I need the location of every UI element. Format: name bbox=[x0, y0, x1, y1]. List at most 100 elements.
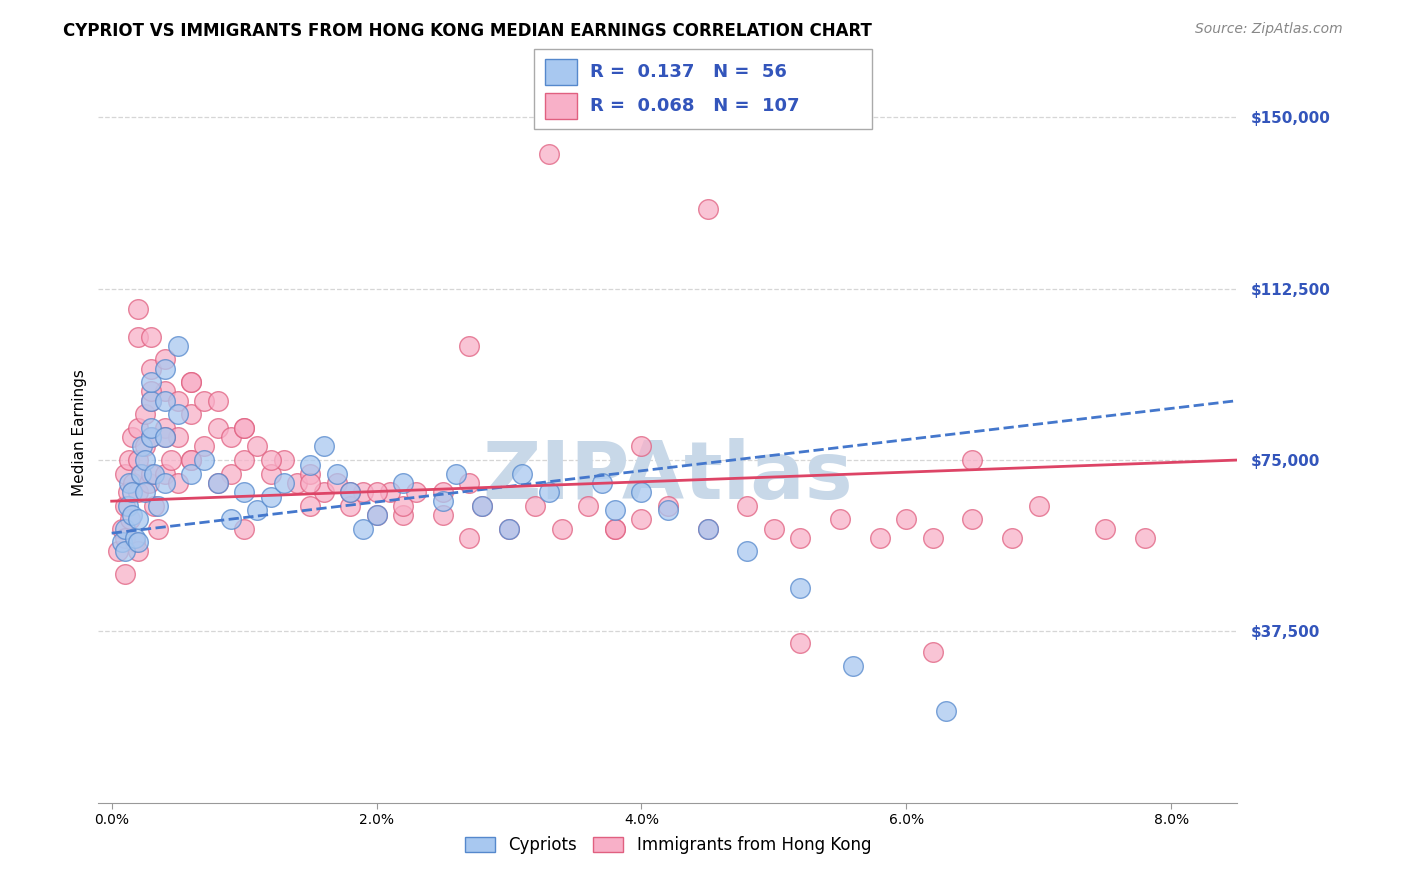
Point bbox=[141, 430, 163, 444]
Point bbox=[657, 503, 679, 517]
Point bbox=[127, 485, 149, 500]
Legend: Cypriots, Immigrants from Hong Kong: Cypriots, Immigrants from Hong Kong bbox=[458, 830, 877, 861]
Point bbox=[392, 499, 415, 513]
Point bbox=[498, 522, 520, 536]
Point bbox=[498, 522, 520, 536]
Point bbox=[828, 512, 851, 526]
Point bbox=[146, 499, 169, 513]
Point bbox=[869, 531, 891, 545]
Point bbox=[921, 531, 943, 545]
Point bbox=[153, 361, 176, 376]
Point bbox=[127, 512, 149, 526]
Point bbox=[153, 393, 176, 408]
Point bbox=[339, 485, 361, 500]
Point bbox=[591, 475, 613, 490]
Point bbox=[153, 475, 176, 490]
Point bbox=[603, 522, 626, 536]
Point bbox=[233, 485, 256, 500]
Point bbox=[921, 645, 943, 659]
Point bbox=[630, 439, 652, 453]
Point bbox=[129, 467, 152, 481]
Point bbox=[141, 393, 163, 408]
Point bbox=[114, 499, 136, 513]
Point bbox=[299, 458, 322, 472]
Point bbox=[167, 393, 190, 408]
Point bbox=[576, 499, 599, 513]
Point bbox=[180, 376, 202, 390]
Point bbox=[432, 485, 454, 500]
Point bbox=[143, 499, 166, 513]
Point bbox=[1133, 531, 1156, 545]
Point bbox=[696, 522, 718, 536]
Point bbox=[312, 485, 335, 500]
Point bbox=[141, 361, 163, 376]
Point bbox=[141, 329, 163, 343]
Point bbox=[471, 499, 494, 513]
Point bbox=[219, 467, 242, 481]
Point bbox=[114, 544, 136, 558]
Point bbox=[962, 512, 984, 526]
Point bbox=[167, 408, 190, 422]
Point bbox=[392, 508, 415, 522]
Point bbox=[134, 439, 156, 453]
Point bbox=[935, 705, 957, 719]
Point bbox=[141, 376, 163, 390]
Point bbox=[299, 499, 322, 513]
Text: Source: ZipAtlas.com: Source: ZipAtlas.com bbox=[1195, 22, 1343, 37]
Point bbox=[962, 453, 984, 467]
Point bbox=[273, 453, 295, 467]
Point bbox=[160, 453, 183, 467]
Point bbox=[392, 475, 415, 490]
Point bbox=[141, 430, 163, 444]
FancyBboxPatch shape bbox=[544, 59, 576, 85]
Point bbox=[141, 421, 163, 435]
Point bbox=[121, 485, 143, 500]
Point bbox=[551, 522, 574, 536]
Point bbox=[207, 475, 229, 490]
Point bbox=[1028, 499, 1050, 513]
Point bbox=[143, 467, 166, 481]
Text: R =  0.137   N =  56: R = 0.137 N = 56 bbox=[591, 63, 787, 81]
Point bbox=[273, 475, 295, 490]
Point bbox=[118, 475, 141, 490]
Point bbox=[134, 485, 156, 500]
Point bbox=[299, 475, 322, 490]
Point bbox=[153, 421, 176, 435]
Point bbox=[1001, 531, 1024, 545]
Point bbox=[789, 636, 811, 650]
Point bbox=[121, 475, 143, 490]
Point bbox=[193, 393, 215, 408]
Point bbox=[326, 475, 349, 490]
Point bbox=[120, 512, 142, 526]
Text: CYPRIOT VS IMMIGRANTS FROM HONG KONG MEDIAN EARNINGS CORRELATION CHART: CYPRIOT VS IMMIGRANTS FROM HONG KONG MED… bbox=[63, 22, 872, 40]
Point bbox=[285, 475, 308, 490]
Point bbox=[762, 522, 785, 536]
Point bbox=[696, 522, 718, 536]
Point bbox=[458, 531, 481, 545]
Point bbox=[127, 535, 149, 549]
Point bbox=[537, 485, 560, 500]
Point bbox=[180, 453, 202, 467]
Point bbox=[737, 544, 759, 558]
Point bbox=[141, 384, 163, 399]
Point bbox=[458, 339, 481, 353]
Text: ZIPAtlas: ZIPAtlas bbox=[482, 438, 853, 516]
Point bbox=[630, 512, 652, 526]
Point bbox=[153, 467, 176, 481]
Point bbox=[842, 658, 865, 673]
Point bbox=[219, 512, 242, 526]
Point bbox=[207, 393, 229, 408]
Point bbox=[444, 467, 467, 481]
Point bbox=[432, 508, 454, 522]
Point bbox=[153, 352, 176, 367]
Point bbox=[107, 544, 129, 558]
Point bbox=[510, 467, 533, 481]
Point bbox=[114, 522, 136, 536]
Point bbox=[193, 439, 215, 453]
Point bbox=[458, 475, 481, 490]
Point bbox=[789, 581, 811, 595]
Point bbox=[366, 508, 388, 522]
Point bbox=[153, 384, 176, 399]
Point bbox=[207, 475, 229, 490]
Point bbox=[124, 531, 146, 545]
